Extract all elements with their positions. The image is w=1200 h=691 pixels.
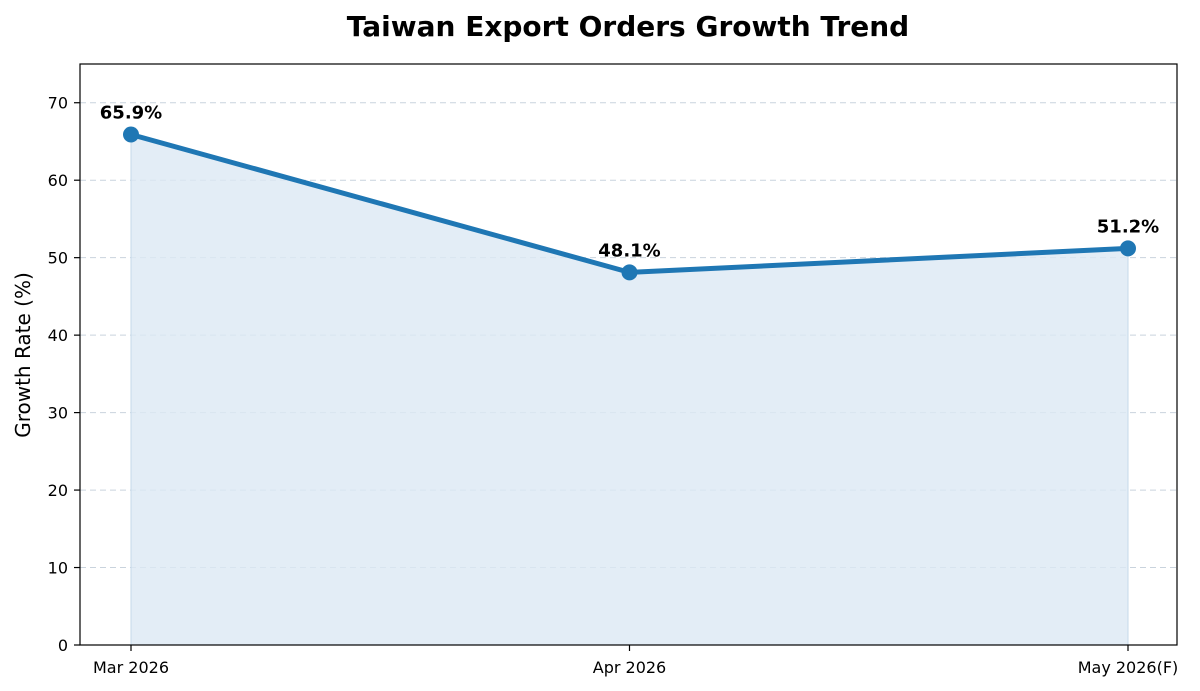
series-area (130, 133, 1129, 646)
chart-title: Taiwan Export Orders Growth Trend (347, 10, 909, 43)
plot-frame (79, 63, 1178, 646)
x-tick-label: Mar 2026 (93, 658, 169, 677)
data-point-layer (123, 126, 1136, 281)
y-axis-label: Growth Rate (%) (11, 272, 35, 438)
data-point (1120, 240, 1136, 257)
x-tick-layer: Mar 2026 Apr 2026 May 2026(F) (93, 645, 1178, 677)
area-fill-layer (130, 133, 1129, 646)
x-tick-label: May 2026(F) (1078, 658, 1179, 677)
data-point (621, 264, 638, 281)
data-label-layer: 65.9% 48.1% 51.2% (100, 102, 1159, 261)
data-label: 65.9% (100, 102, 162, 123)
data-point (123, 126, 139, 143)
x-tick-label: Apr 2026 (593, 658, 666, 677)
y-tick-label: 40 (48, 326, 68, 345)
y-tick-layer: 0 10 20 30 40 50 60 70 (48, 94, 80, 655)
data-label: 51.2% (1097, 216, 1159, 237)
y-tick-label: 10 (48, 559, 68, 578)
y-tick-label: 20 (48, 481, 68, 500)
data-label: 48.1% (598, 240, 660, 261)
y-tick-label: 60 (48, 171, 68, 190)
y-tick-label: 50 (48, 249, 68, 268)
y-tick-label: 70 (48, 94, 68, 113)
y-tick-label: 30 (48, 404, 68, 423)
y-tick-label: 0 (58, 636, 68, 655)
